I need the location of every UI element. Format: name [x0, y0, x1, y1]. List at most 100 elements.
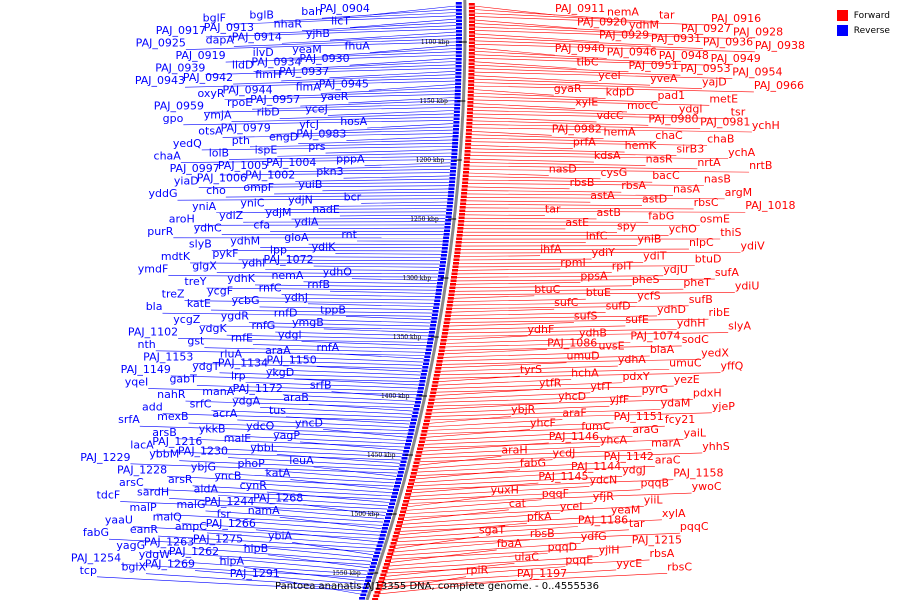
gene-label[interactable]: prs: [308, 140, 326, 153]
gene-label[interactable]: PAJ_0936: [703, 35, 753, 48]
gene-label[interactable]: lolB: [209, 146, 229, 159]
gene-label[interactable]: yuiB: [298, 178, 322, 191]
gene-label[interactable]: PAJ_1262: [169, 545, 219, 558]
gene-label[interactable]: nth: [138, 338, 156, 351]
gene-label[interactable]: astD: [642, 193, 667, 206]
gene-label[interactable]: sufB: [689, 293, 713, 306]
gene-label[interactable]: nemA: [271, 269, 303, 282]
gene-label[interactable]: tus: [269, 404, 286, 417]
gene-label[interactable]: rnfA: [316, 341, 339, 354]
gene-label[interactable]: ydcN: [589, 473, 617, 486]
gene-label[interactable]: ydiV: [741, 239, 766, 252]
gene-label[interactable]: ompF: [243, 181, 274, 194]
gene-label[interactable]: PAJ_0920: [577, 15, 627, 28]
gene-label[interactable]: cat: [509, 497, 527, 510]
gene-label[interactable]: yjeP: [712, 400, 735, 413]
gene-label[interactable]: yncD: [295, 416, 323, 429]
gene-label[interactable]: nadE: [312, 203, 340, 216]
gene-label[interactable]: ppsA: [580, 269, 608, 282]
gene-label[interactable]: PAJ_1291: [230, 567, 280, 580]
gene-label[interactable]: PAJ_0980: [648, 112, 698, 125]
gene-label[interactable]: ymjA: [204, 109, 232, 122]
gene-label[interactable]: yniB: [637, 233, 661, 246]
gene-label[interactable]: ydgl: [679, 102, 703, 115]
gene-label[interactable]: pqqB: [641, 477, 670, 490]
gene-label[interactable]: licT: [331, 15, 350, 28]
gene-label[interactable]: PAJ_0979: [221, 121, 271, 134]
gene-label[interactable]: yjiH: [599, 544, 620, 557]
gene-label[interactable]: PAJ_0937: [279, 65, 329, 78]
gene-label[interactable]: PAJ_1002: [245, 168, 295, 181]
gene-label[interactable]: ykkB: [199, 423, 226, 436]
gene-label[interactable]: PAJ_1268: [253, 492, 303, 505]
gene-label[interactable]: fabG: [648, 209, 674, 222]
gene-label[interactable]: add: [142, 401, 163, 414]
gene-label[interactable]: araA: [265, 344, 291, 357]
gene-label[interactable]: yedX: [701, 346, 729, 359]
gene-label[interactable]: yuxH: [491, 483, 519, 496]
gene-label[interactable]: yeaM: [611, 503, 641, 516]
gene-label[interactable]: PAJ_1186: [578, 514, 628, 527]
gene-label[interactable]: nlpC: [689, 236, 714, 249]
gene-label[interactable]: gpo: [163, 112, 184, 125]
gene-label[interactable]: chaB: [707, 132, 734, 145]
gene-label[interactable]: chaA: [154, 150, 182, 163]
gene-label[interactable]: sirB3: [676, 142, 704, 155]
gene-label[interactable]: PAJ_0949: [711, 52, 761, 65]
gene-label[interactable]: PAJ_0954: [732, 66, 782, 79]
gene-label[interactable]: astE: [565, 216, 589, 229]
gene-label[interactable]: marA: [651, 437, 681, 450]
gene-label[interactable]: PAJ_0934: [251, 55, 301, 68]
gene-label[interactable]: ycfS: [637, 290, 660, 303]
gene-label[interactable]: PAJ_0928: [733, 25, 783, 38]
gene-label[interactable]: yncB: [214, 470, 241, 483]
gene-label[interactable]: ydhO: [323, 266, 352, 279]
gene-label[interactable]: PAJ_1086: [547, 336, 597, 349]
gene-label[interactable]: manA: [202, 385, 234, 398]
gene-label[interactable]: ydiT: [643, 249, 667, 262]
gene-label[interactable]: pppA: [336, 153, 365, 166]
gene-label[interactable]: ribD: [257, 106, 280, 119]
gene-label[interactable]: hosA: [340, 115, 367, 128]
gene-label[interactable]: ydgT: [192, 360, 219, 373]
gene-label[interactable]: PAJ_0939: [155, 62, 205, 75]
gene-label[interactable]: uvsE: [598, 340, 624, 353]
gene-label[interactable]: vdcC: [596, 109, 624, 122]
gene-label[interactable]: ycgZ: [173, 313, 201, 326]
gene-label[interactable]: PAJ_0948: [659, 49, 709, 62]
gene-label[interactable]: ydcO: [246, 419, 275, 432]
gene-label[interactable]: bacC: [652, 169, 680, 182]
gene-label[interactable]: purR: [147, 225, 173, 238]
gene-label[interactable]: katE: [187, 297, 211, 310]
gene-label[interactable]: araB: [283, 391, 309, 404]
gene-label[interactable]: gst: [187, 335, 205, 348]
gene-label[interactable]: PAJ_1230: [178, 445, 228, 458]
gene-label[interactable]: ydaM: [661, 396, 691, 409]
gene-label[interactable]: PAJ_0953: [680, 62, 730, 75]
gene-label[interactable]: srfB: [310, 379, 332, 392]
gene-label[interactable]: ybjG: [191, 460, 216, 473]
gene-label[interactable]: astB: [597, 206, 621, 219]
gene-label[interactable]: metE: [709, 92, 738, 105]
gene-label[interactable]: ydhF: [528, 323, 555, 336]
gene-label[interactable]: PAJ_0914: [232, 30, 282, 43]
gene-label[interactable]: yeaM: [292, 43, 322, 56]
gene-label[interactable]: rbsB: [530, 527, 555, 540]
gene-label[interactable]: ydhB: [579, 326, 607, 339]
gene-label[interactable]: ydhJ: [284, 291, 308, 304]
gene-label[interactable]: ydiK: [312, 241, 337, 254]
gene-label[interactable]: ychH: [752, 119, 780, 132]
gene-label[interactable]: yceI: [598, 69, 621, 82]
gene-label[interactable]: malQ: [153, 511, 183, 524]
gene-label[interactable]: ribE: [708, 306, 730, 319]
gene-label[interactable]: PAJ_1145: [538, 470, 588, 483]
gene-label[interactable]: prfA: [573, 136, 596, 149]
gene-label[interactable]: PAJ_0925: [136, 37, 186, 50]
gene-label[interactable]: slyB: [189, 237, 212, 250]
gene-label[interactable]: ampC: [175, 520, 207, 533]
gene-label[interactable]: sufS: [574, 310, 598, 323]
gene-label[interactable]: sufD: [606, 300, 631, 313]
gene-label[interactable]: rnt: [341, 228, 357, 241]
gene-label[interactable]: nasD: [549, 162, 577, 175]
gene-label[interactable]: PAJ_1158: [673, 467, 723, 480]
